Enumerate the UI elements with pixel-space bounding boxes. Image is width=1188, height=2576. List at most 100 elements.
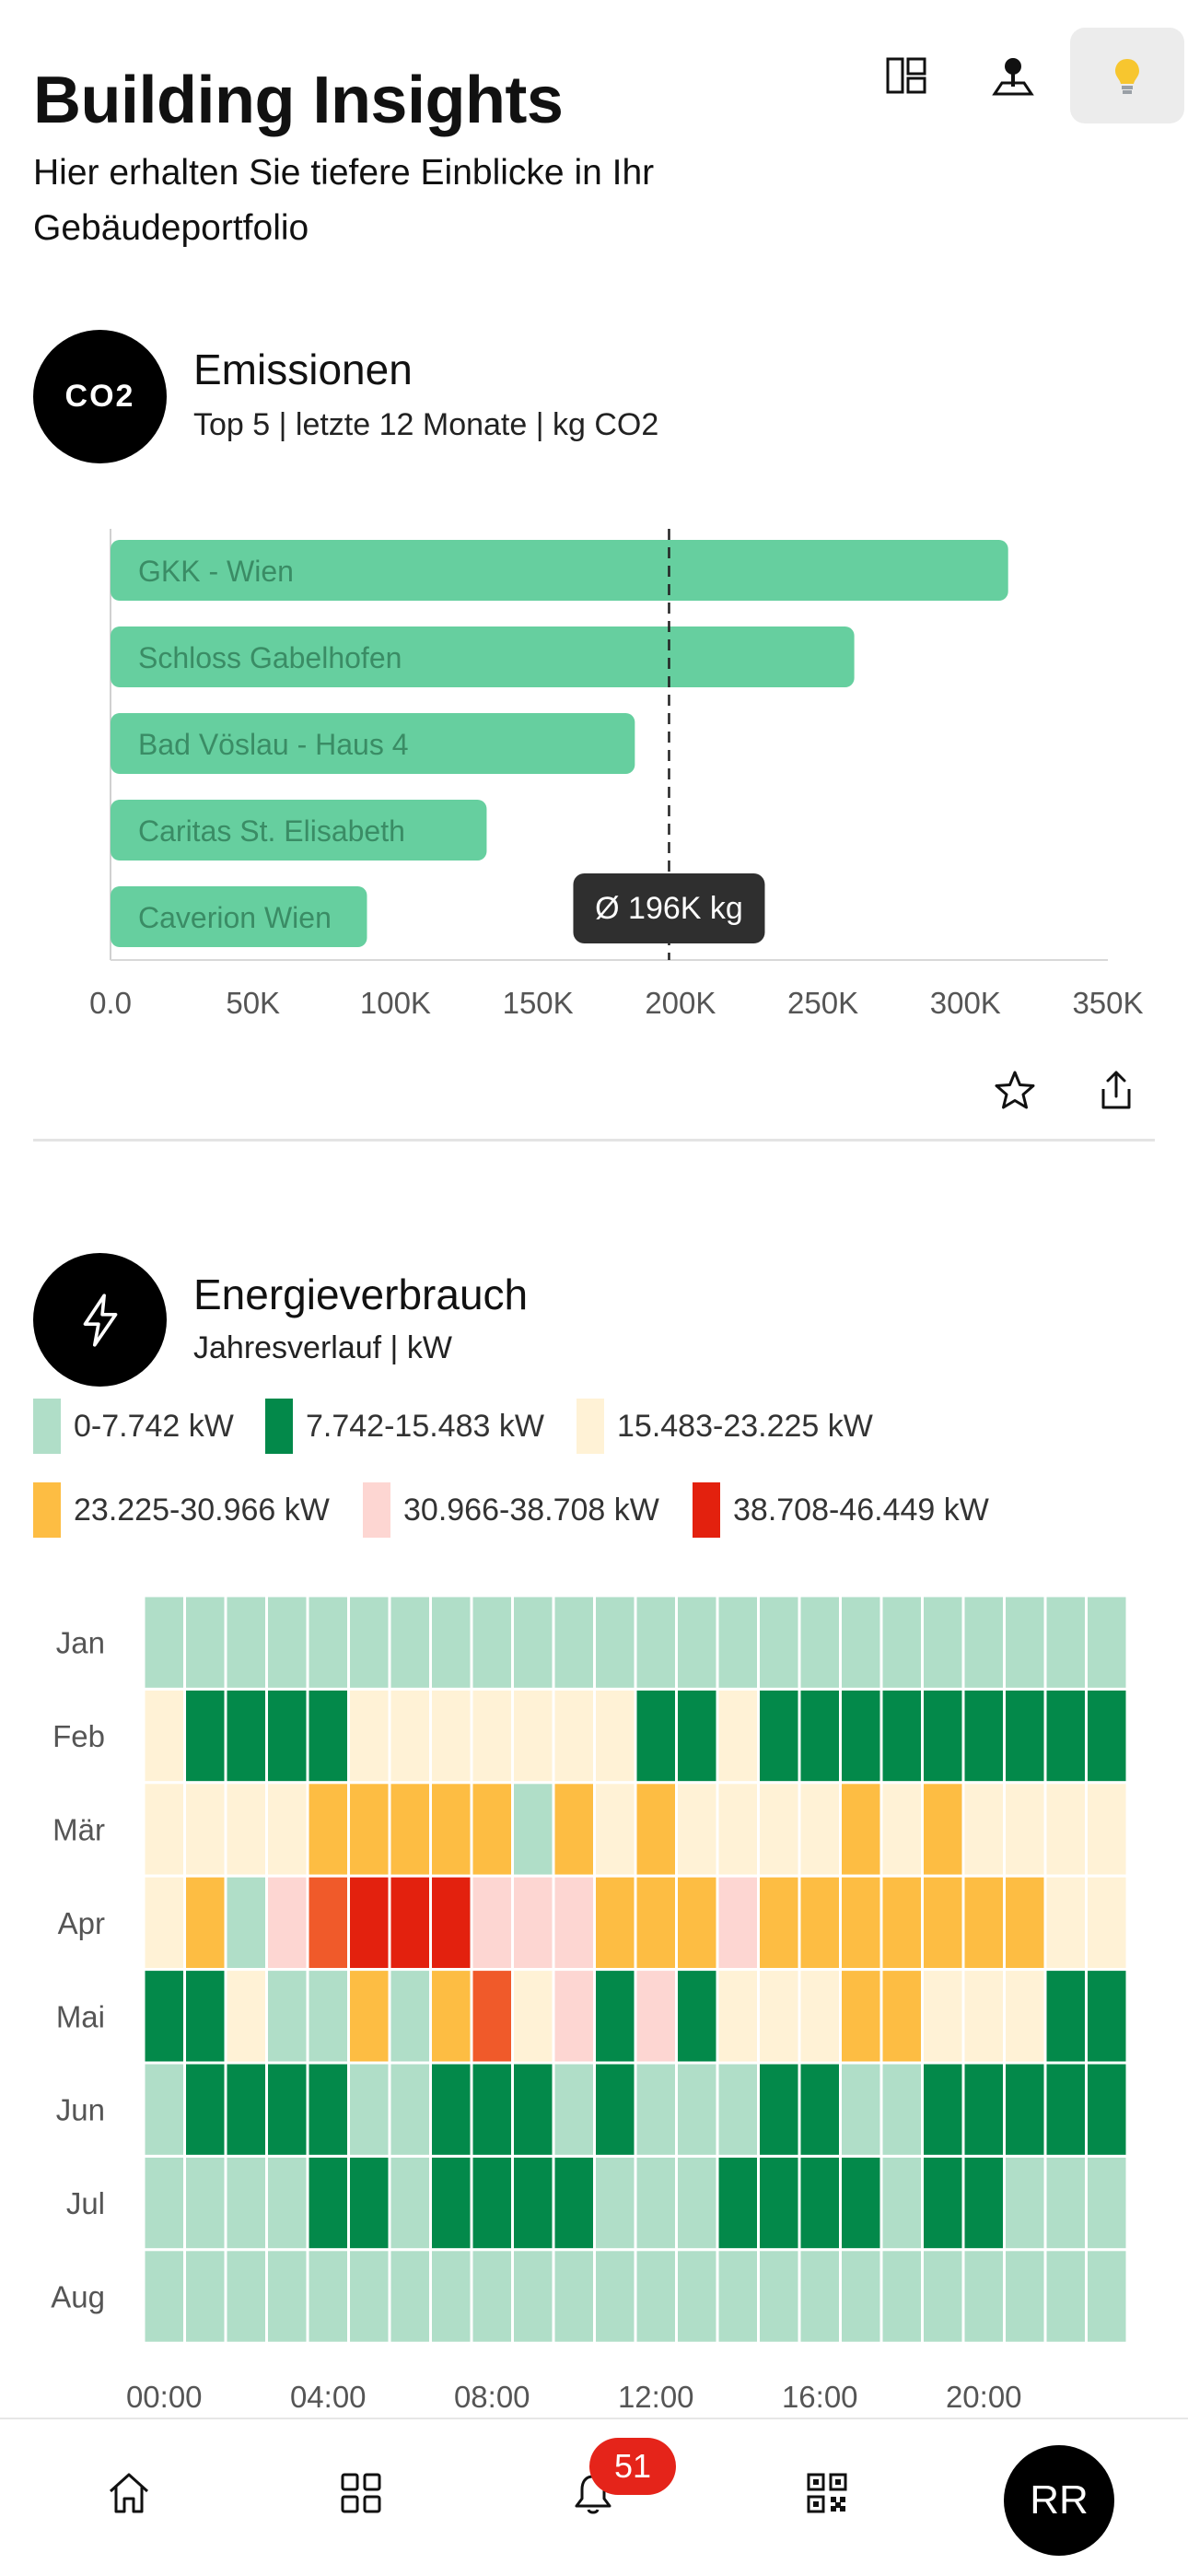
star-icon[interactable] <box>991 1067 1039 1115</box>
heatmap-x-tick: 08:00 <box>454 2380 530 2414</box>
heatmap-cell <box>961 1874 1006 1972</box>
heatmap-cell <box>1085 2248 1129 2345</box>
bar-label: Caverion Wien <box>138 901 332 934</box>
heatmap-cell <box>634 1874 678 1972</box>
x-tick-label: 300K <box>930 986 1001 1020</box>
map-location-button[interactable] <box>956 28 1070 123</box>
share-icon[interactable] <box>1092 1067 1140 1115</box>
heatmap-row-label: Mär <box>52 1813 105 1847</box>
heatmap-cell <box>961 1687 1006 1785</box>
legend-item[interactable]: 30.966-38.708 kW <box>363 1482 659 1538</box>
legend-item[interactable]: 38.708-46.449 kW <box>693 1482 989 1538</box>
heatmap-cell <box>1003 1781 1047 1878</box>
heatmap-cell <box>347 1968 391 2065</box>
heatmap-cell <box>839 2248 883 2345</box>
legend-item[interactable]: 15.483-23.225 kW <box>577 1399 873 1454</box>
bar <box>111 800 487 861</box>
heatmap-row-label: Jan <box>56 1626 105 1660</box>
dashboard-layout-icon <box>886 57 926 94</box>
heatmap-cell <box>1003 2061 1047 2158</box>
heatmap-cell <box>593 2061 637 2158</box>
bar <box>111 540 1008 601</box>
heatmap-cell <box>511 2154 555 2252</box>
heatmap-cell <box>388 1968 432 2065</box>
heatmap-cell <box>675 1594 719 1691</box>
heatmap-cell <box>142 1687 186 1785</box>
heatmap-cell <box>798 1687 842 1785</box>
heatmap-cell <box>224 1968 268 2065</box>
heatmap-row-label: Jun <box>56 2093 105 2127</box>
heatmap-cell <box>347 2248 391 2345</box>
legend-item[interactable]: 7.742-15.483 kW <box>265 1399 544 1454</box>
heatmap-cell <box>716 1594 760 1691</box>
heatmap-cell <box>1043 1687 1088 1785</box>
nav-qr-scan[interactable] <box>790 2456 864 2530</box>
heatmap-cell <box>757 1781 801 1878</box>
heatmap-cell <box>1043 2248 1088 2345</box>
heatmap-cell <box>306 1781 350 1878</box>
heatmap-cell <box>429 1968 473 2065</box>
nav-dashboard[interactable] <box>324 2456 398 2530</box>
heatmap-cell <box>1003 2248 1047 2345</box>
dashboard-layout-button[interactable] <box>849 28 963 123</box>
energy-section-icon <box>33 1253 167 1387</box>
heatmap-cell <box>306 2154 350 2252</box>
heatmap-cell <box>429 1874 473 1972</box>
heatmap-cell <box>306 1968 350 2065</box>
heatmap-cell <box>552 1968 596 2065</box>
heatmap-cell <box>470 1594 514 1691</box>
heatmap-cell <box>429 1687 473 1785</box>
heatmap-cell <box>839 2154 883 2252</box>
heatmap-cell <box>757 1687 801 1785</box>
heatmap-cell <box>142 1968 186 2065</box>
nav-home[interactable] <box>92 2456 166 2530</box>
heatmap-cell <box>265 1874 309 1972</box>
energy-subtitle: Jahresverlauf | kW <box>193 1330 452 1365</box>
heatmap-cell <box>142 2061 186 2158</box>
heatmap-row-label: Apr <box>58 1906 105 1940</box>
heatmap-cell <box>306 1594 350 1691</box>
heatmap-cell <box>879 1594 924 1691</box>
heatmap-cell <box>593 1968 637 2065</box>
heatmap-cell <box>921 1968 965 2065</box>
heatmap-cell <box>142 1781 186 1878</box>
heatmap-cell <box>1085 1687 1129 1785</box>
legend-label: 23.225-30.966 kW <box>74 1492 330 1528</box>
heatmap-cell <box>470 2154 514 2252</box>
heatmap-cell <box>347 1687 391 1785</box>
user-avatar[interactable]: RR <box>1004 2445 1114 2556</box>
heatmap-cell <box>798 1874 842 1972</box>
legend-item[interactable]: 23.225-30.966 kW <box>33 1482 330 1538</box>
heatmap-cell <box>921 1687 965 1785</box>
heatmap-cell <box>1085 2154 1129 2252</box>
heatmap-cell <box>388 1687 432 1785</box>
heatmap-cell <box>634 2248 678 2345</box>
heatmap-cell <box>921 1781 965 1878</box>
heatmap-cell <box>142 1874 186 1972</box>
heatmap-cell <box>879 1874 924 1972</box>
heatmap-row-label: Mai <box>56 1999 105 2033</box>
heatmap-cell <box>921 2061 965 2158</box>
heatmap-cell <box>921 2248 965 2345</box>
heatmap-cell <box>675 2154 719 2252</box>
heatmap-cell <box>429 1594 473 1691</box>
heatmap-cell <box>388 2248 432 2345</box>
average-label: Ø 196K kg <box>595 891 743 926</box>
heatmap-cell <box>265 1968 309 2065</box>
heatmap-cell <box>183 1781 227 1878</box>
heatmap-cell <box>347 2154 391 2252</box>
heatmap-cell <box>306 2061 350 2158</box>
lightbulb-icon <box>1115 59 1139 94</box>
heatmap-cell <box>1043 1874 1088 1972</box>
heatmap-cell <box>879 1968 924 2065</box>
insights-button[interactable] <box>1070 28 1184 123</box>
heatmap-cell <box>183 1594 227 1691</box>
legend-item[interactable]: 0-7.742 kW <box>33 1399 234 1454</box>
heatmap-cell <box>1003 1687 1047 1785</box>
heatmap-cell <box>1085 1874 1129 1972</box>
heatmap-cell <box>879 2061 924 2158</box>
heatmap-cell <box>675 2061 719 2158</box>
heatmap-cell <box>224 1687 268 1785</box>
bottom-nav: 51 RR <box>0 2418 1188 2576</box>
heatmap-cell <box>798 1594 842 1691</box>
